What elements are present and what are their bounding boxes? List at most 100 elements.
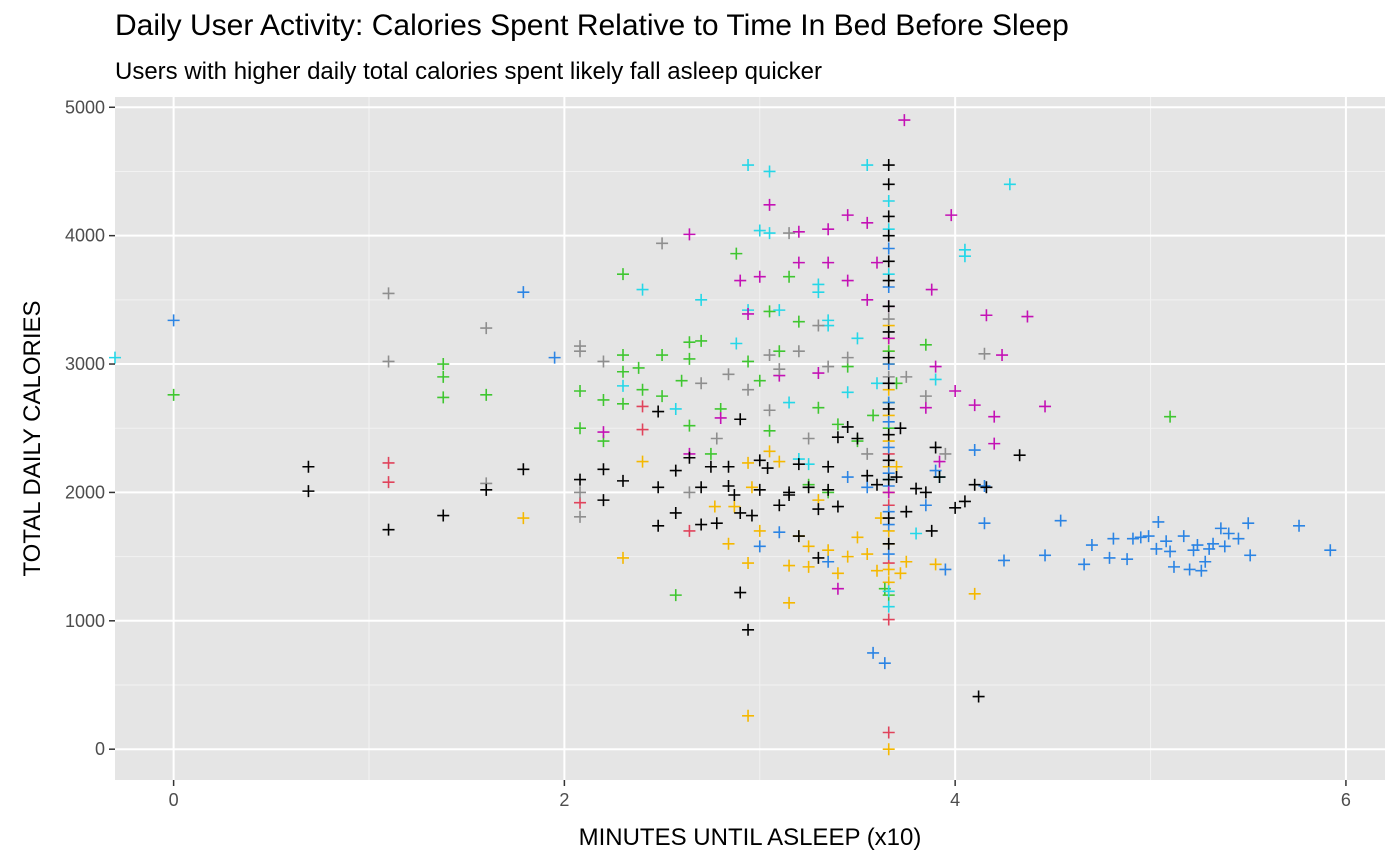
data-point	[1150, 542, 1163, 555]
data-point	[763, 198, 776, 211]
data-point	[722, 480, 735, 493]
data-point	[898, 114, 911, 127]
data-point	[882, 441, 895, 454]
data-point	[783, 488, 796, 501]
data-point	[1152, 515, 1165, 528]
data-point	[548, 351, 561, 364]
data-point	[656, 237, 669, 250]
data-point	[910, 482, 923, 495]
data-point	[734, 413, 747, 426]
data-point	[1003, 178, 1016, 191]
data-point	[742, 159, 755, 172]
data-point	[968, 444, 981, 457]
data-point	[773, 304, 786, 317]
data-point	[597, 426, 610, 439]
data-point	[841, 209, 854, 222]
data-point	[636, 283, 649, 296]
data-point	[636, 455, 649, 468]
data-point	[710, 517, 723, 530]
data-point	[802, 481, 815, 494]
data-point	[812, 503, 825, 516]
data-point	[437, 370, 450, 383]
data-point	[1039, 549, 1052, 562]
data-point	[669, 506, 682, 519]
data-point	[792, 345, 805, 358]
data-point	[763, 445, 776, 458]
data-point	[1242, 517, 1255, 530]
data-point	[783, 396, 796, 409]
data-point	[783, 270, 796, 283]
data-point	[925, 283, 938, 296]
y-tick-label: 1000	[65, 611, 105, 631]
data-point	[988, 410, 1001, 423]
y-tick-label: 5000	[65, 97, 105, 117]
data-point	[968, 478, 981, 491]
axis-ticks	[109, 106, 1347, 786]
data-point	[669, 464, 682, 477]
data-point	[882, 159, 895, 172]
x-tick-label: 0	[169, 790, 179, 810]
data-point	[722, 368, 735, 381]
data-point	[949, 501, 962, 514]
data-point	[792, 315, 805, 328]
data-point	[1126, 532, 1139, 545]
data-point	[1222, 527, 1235, 540]
data-point	[831, 431, 844, 444]
data-point	[480, 388, 493, 401]
data-point	[919, 499, 932, 512]
data-point	[695, 293, 708, 306]
major-gridlines	[115, 97, 1385, 780]
data-point	[669, 589, 682, 602]
data-point	[1054, 514, 1067, 527]
data-point	[958, 495, 971, 508]
data-point	[933, 471, 946, 484]
data-point	[1232, 532, 1245, 545]
data-point	[925, 524, 938, 537]
data-point	[998, 554, 1010, 567]
data-point	[302, 460, 315, 473]
data-point	[656, 390, 669, 403]
data-point	[968, 587, 981, 600]
data-point	[871, 256, 883, 269]
data-point	[617, 551, 629, 564]
data-point	[761, 462, 774, 475]
data-point	[900, 370, 913, 383]
data-point	[517, 463, 530, 476]
data-point	[882, 454, 895, 467]
data-point	[861, 216, 874, 229]
data-point	[882, 300, 895, 313]
data-point	[822, 555, 835, 568]
data-point	[871, 478, 883, 491]
data-point	[812, 367, 825, 380]
data-point	[636, 423, 649, 436]
data-point	[480, 483, 493, 496]
data-point	[900, 555, 913, 568]
x-tick-label: 2	[559, 790, 569, 810]
data-point	[656, 349, 669, 362]
data-point	[861, 548, 874, 561]
x-axis-title: MINUTES UNTIL ASLEEP (x10)	[579, 824, 922, 851]
data-point	[753, 454, 766, 467]
data-point	[1167, 560, 1180, 573]
data-point	[1160, 535, 1173, 548]
data-point	[882, 274, 895, 287]
data-point	[996, 349, 1009, 362]
data-point	[753, 374, 766, 387]
data-point	[574, 510, 587, 523]
data-point	[882, 563, 895, 576]
data-point	[841, 420, 854, 433]
data-point	[919, 338, 932, 351]
data-point	[851, 332, 864, 345]
data-point	[861, 469, 874, 482]
data-point	[704, 460, 717, 473]
data-point	[1164, 545, 1177, 558]
data-point	[763, 349, 776, 362]
data-point	[382, 287, 395, 300]
data-point	[683, 419, 696, 432]
data-point	[890, 471, 903, 484]
minor-gridlines	[115, 97, 1385, 780]
data-point	[822, 360, 835, 373]
data-point	[683, 524, 696, 537]
data-point	[730, 337, 743, 350]
data-point	[978, 480, 991, 493]
